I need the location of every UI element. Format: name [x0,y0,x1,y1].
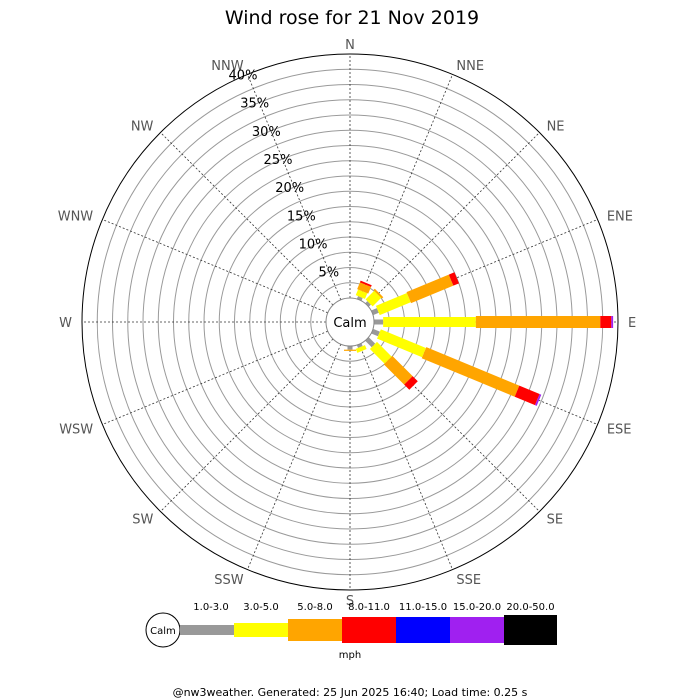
spoke-sw [160,338,334,512]
legend-calm-label: Calm [150,626,176,637]
direction-label-se: SE [547,513,563,528]
bar-ne-bin-0 [365,301,371,307]
bar-ese-bin-2 [421,347,520,397]
bar-ene-bin-1 [375,293,411,316]
chart-title: Wind rose for 21 Nov 2019 [225,7,479,29]
bar-se-bin-0 [365,337,376,348]
direction-label-wnw: WNW [58,210,94,225]
direction-label-nne: NNE [456,59,484,74]
calm-circle [325,297,375,347]
legend-swatch-3 [342,617,396,643]
direction-label-ssw: SSW [214,573,244,588]
bar-ese-bin-0 [371,328,380,337]
legend-swatch-5 [450,617,504,643]
direction-label-ene: ENE [607,210,633,225]
percent-label: 5% [319,266,340,281]
bar-ene-bin-3 [448,272,460,286]
bar-ne-bin-1 [365,290,382,307]
percent-label: 25% [264,153,293,168]
bar-se-bin-2 [383,355,413,385]
bar-nne-bin-3 [359,280,372,287]
bar-sse-bin-0 [356,343,363,348]
direction-label-wsw: WSW [59,422,93,437]
percent-labels: 5% 10% 15% 20% 25% 30% 35% 40% [229,68,340,280]
spoke-nw [160,132,334,306]
bar-ne-bin-2 [373,288,384,299]
legend-label-4: 11.0-15.0 [399,602,447,613]
direction-label-ese: ESE [607,422,632,437]
spoke-nnw [247,74,342,300]
legend-label-1: 3.0-5.0 [243,602,278,613]
bar-ese-bin-5 [535,394,542,406]
direction-label-sse: SSE [456,573,481,588]
legend-swatch-4 [396,617,450,643]
bar-nne-bin-0 [356,296,363,301]
direction-label-s: S [346,594,354,609]
direction-label-nnw: NNW [211,59,243,74]
spoke-wnw [102,219,328,314]
percent-label: 15% [287,209,316,224]
legend-swatch-1 [234,623,288,637]
bar-se-bin-1 [369,341,392,364]
percent-label: 40% [229,68,258,83]
legend-swatch-2 [288,619,342,641]
bar-ene-bin-0 [371,308,379,316]
spoke-ssw [247,344,342,570]
direction-label-sw: SW [132,513,153,528]
percent-label: 10% [299,237,328,252]
direction-label-ne: NE [547,119,565,134]
legend-label-3: 8.0-11.0 [348,602,390,613]
legend-swatch-0 [180,625,234,635]
bar-nne-bin-1 [355,289,368,299]
calm-label: Calm [333,316,366,331]
spoke-ne [366,132,540,306]
wind-bars [344,272,614,406]
legend-label-0: 1.0-3.0 [193,602,228,613]
direction-label-e: E [628,316,636,331]
spoke-wsw [102,330,328,425]
legend-units: mph [339,650,361,661]
direction-label-n: N [345,38,355,53]
legend-label-5: 15.0-20.0 [453,602,501,613]
speed-legend: Calm 1.0-3.0 3.0-5.0 5.0-8.0 8.0-11.0 11.0-15… [145,602,557,661]
spoke-sse [358,344,453,570]
bar-se-bin-3 [404,376,418,390]
percent-label: 20% [275,181,304,196]
bar-sse-bin-1 [355,345,367,353]
footer-text: @nw3weather. Generated: 25 Jun 2025 16:4… [173,686,528,699]
spoke-nne [358,74,453,300]
bar-nne-bin-2 [357,282,372,294]
percent-label: 30% [252,125,281,140]
direction-labels: N NNE NE ENE E ESE SE SSE S SSW SW WSW W WNW NW NNW [58,38,636,609]
legend-label-2: 5.0-8.0 [297,602,332,613]
bar-ene-bin-2 [406,274,454,304]
direction-label-w: W [59,316,72,331]
grid-circle [81,53,619,591]
legend-label-6: 20.0-50.0 [506,602,554,613]
direction-label-nw: NW [131,119,154,134]
legend-swatch-6 [504,615,557,645]
percent-label: 35% [240,97,269,112]
bar-ese-bin-3 [514,385,540,406]
bar-ese-bin-1 [377,329,426,358]
